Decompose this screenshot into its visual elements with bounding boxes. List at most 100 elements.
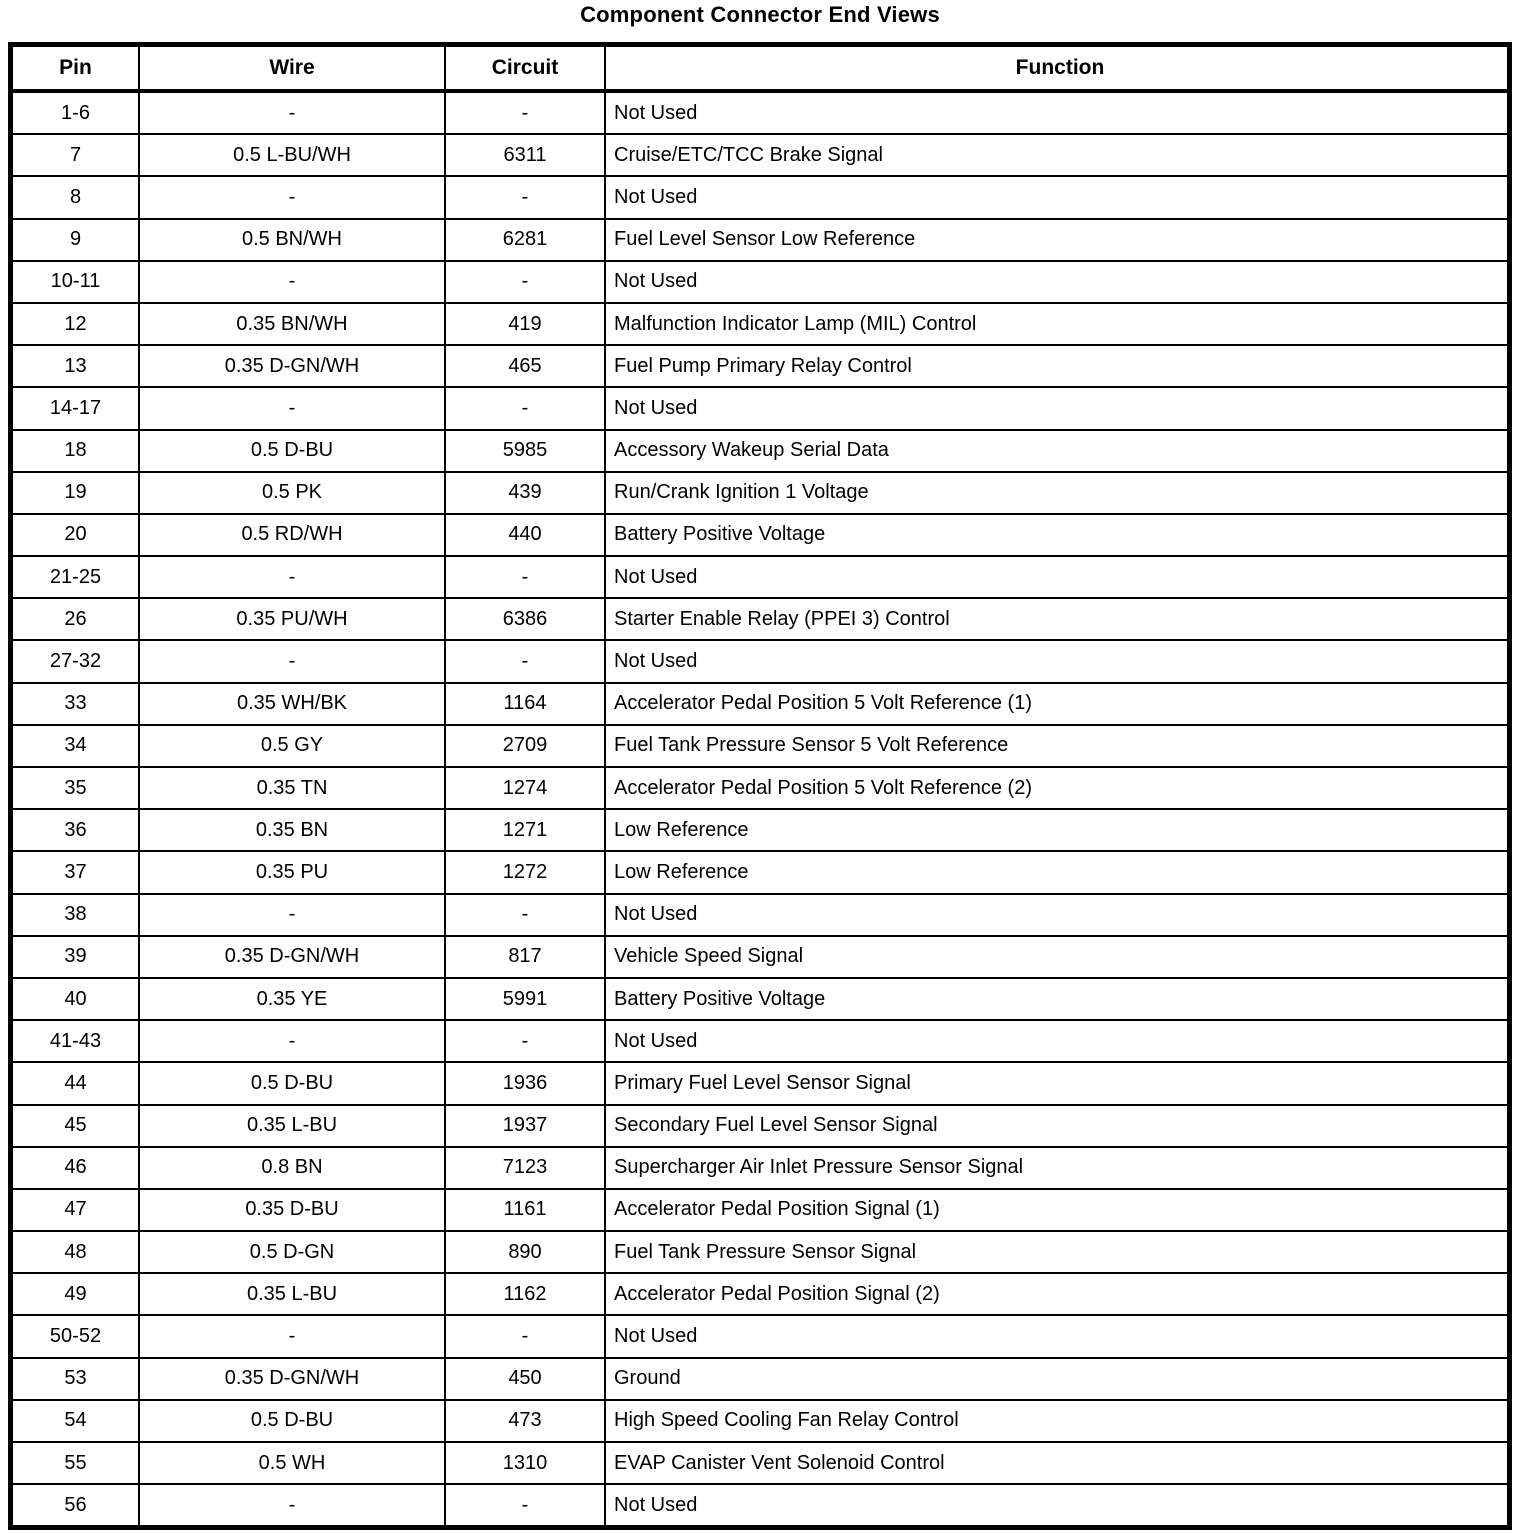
function-cell: Run/Crank Ignition 1 Voltage	[604, 470, 1511, 515]
table-row: 40 0.35 YE 5991 Battery Positive Voltage	[9, 976, 1511, 1022]
pin-cell: 56	[9, 1483, 140, 1529]
circuit-cell: -	[444, 259, 606, 304]
table-row: 45 0.35 L-BU 1937 Secondary Fuel Level Sens…	[9, 1103, 1511, 1148]
table-row: 20 0.5 RD/WH 440 Battery Positive Voltage	[9, 512, 1511, 558]
wire-cell: 0.35 YE	[138, 976, 446, 1022]
table-header: Pin Wire Circuit Function	[9, 43, 1511, 93]
pin-cell: 10-11	[9, 259, 140, 304]
wire-cell: 0.5 L-BU/WH	[138, 133, 446, 178]
function-cell: Accelerator Pedal Position 5 Volt Refere…	[604, 765, 1511, 811]
table-row: 44 0.5 D-BU 1936 Primary Fuel Level Sensor …	[9, 1061, 1511, 1106]
pin-cell: 8	[9, 175, 140, 220]
circuit-cell: 1271	[444, 808, 606, 853]
function-cell: Ground	[604, 1356, 1511, 1401]
wire-cell: -	[138, 1314, 446, 1359]
table-row: 53 0.35 D-GN/WH 450 Ground	[9, 1356, 1511, 1401]
function-cell: Not Used	[604, 89, 1511, 136]
wire-cell: -	[138, 89, 446, 136]
wire-cell: 0.35 L-BU	[138, 1272, 446, 1317]
pin-cell: 41-43	[9, 1019, 140, 1064]
circuit-cell: -	[444, 1019, 606, 1064]
circuit-cell: 6281	[444, 217, 606, 262]
circuit-cell: -	[444, 1483, 606, 1529]
table-row: 35 0.35 TN 1274 Accelerator Pedal Position …	[9, 765, 1511, 811]
table-row: 50-52- - Not Used	[9, 1314, 1511, 1359]
wire-cell: 0.5 GY	[138, 723, 446, 769]
function-cell: High Speed Cooling Fan Relay Control	[604, 1398, 1511, 1444]
table-row: 34 0.5 GY 2709 Fuel Tank Pressure Sensor 5 …	[9, 723, 1511, 769]
circuit-cell: 5985	[444, 428, 606, 473]
table-row: 48 0.5 D-GN 890 Fuel Tank Pressure Sensor S…	[9, 1230, 1511, 1275]
table-row: 27-32- - Not Used	[9, 639, 1511, 684]
function-cell: Not Used	[604, 1314, 1511, 1359]
table-row: 21-25- - Not Used	[9, 555, 1511, 600]
pin-cell: 39	[9, 934, 140, 979]
pin-cell: 44	[9, 1061, 140, 1106]
column-header-function: Function	[604, 43, 1511, 93]
function-cell: Not Used	[604, 386, 1511, 431]
circuit-cell: 465	[444, 344, 606, 389]
wire-cell: -	[138, 175, 446, 220]
pin-cell: 26	[9, 597, 140, 642]
table-row: 18 0.5 D-BU 5985 Accessory Wakeup Serial Da…	[9, 428, 1511, 473]
wire-cell: 0.35 BN/WH	[138, 301, 446, 347]
circuit-cell: 473	[444, 1398, 606, 1444]
column-header-wire: Wire	[138, 43, 446, 93]
wire-cell: -	[138, 639, 446, 684]
table-row: 46 0.8 BN 7123 Supercharger Air Inlet Press…	[9, 1145, 1511, 1190]
table-row: 36 0.35 BN 1271 Low Reference	[9, 808, 1511, 853]
table-row: 19 0.5 PK 439 Run/Crank Ignition 1 Voltage	[9, 470, 1511, 515]
table-row: 55 0.5 WH 1310 EVAP Canister Vent Solenoid …	[9, 1440, 1511, 1486]
pin-cell: 20	[9, 512, 140, 558]
table-row: 12 0.35 BN/WH 419 Malfunction Indicator Lam…	[9, 301, 1511, 347]
circuit-cell: 419	[444, 301, 606, 347]
table-row: 10-11- - Not Used	[9, 259, 1511, 304]
function-cell: Not Used	[604, 1483, 1511, 1529]
page-title: Component Connector End Views	[580, 2, 940, 27]
wire-cell: 0.35 TN	[138, 765, 446, 811]
wire-cell: 0.35 D-GN/WH	[138, 1356, 446, 1401]
pin-cell: 13	[9, 344, 140, 389]
pin-cell: 45	[9, 1103, 140, 1148]
circuit-cell: 817	[444, 934, 606, 979]
circuit-cell: 2709	[444, 723, 606, 769]
circuit-cell: 1164	[444, 681, 606, 726]
circuit-cell: -	[444, 89, 606, 136]
wire-cell: 0.5 WH	[138, 1440, 446, 1486]
function-cell: Not Used	[604, 892, 1511, 937]
pin-cell: 55	[9, 1440, 140, 1486]
pin-cell: 50-52	[9, 1314, 140, 1359]
pin-cell: 7	[9, 133, 140, 178]
pin-cell: 53	[9, 1356, 140, 1401]
table-row: 8- - Not Used	[9, 175, 1511, 220]
pin-cell: 35	[9, 765, 140, 811]
circuit-cell: 5991	[444, 976, 606, 1022]
table-row: 1-6- - Not Used	[9, 89, 1511, 136]
pin-cell: 21-25	[9, 555, 140, 600]
wire-cell: -	[138, 1019, 446, 1064]
wire-cell: 0.35 D-GN/WH	[138, 344, 446, 389]
table-row: 38- - Not Used	[9, 892, 1511, 937]
pin-cell: 46	[9, 1145, 140, 1190]
function-cell: Primary Fuel Level Sensor Signal	[604, 1061, 1511, 1106]
pin-cell: 38	[9, 892, 140, 937]
circuit-cell: -	[444, 555, 606, 600]
wire-cell: -	[138, 259, 446, 304]
circuit-cell: 1936	[444, 1061, 606, 1106]
table-row: 37 0.35 PU 1272 Low Reference	[9, 850, 1511, 895]
pin-cell: 33	[9, 681, 140, 726]
table-row: 14-17- - Not Used	[9, 386, 1511, 431]
column-header-pin: Pin	[9, 43, 140, 93]
wire-cell: -	[138, 1483, 446, 1529]
pin-cell: 40	[9, 976, 140, 1022]
function-cell: Vehicle Speed Signal	[604, 934, 1511, 979]
circuit-cell: -	[444, 639, 606, 684]
pin-cell: 12	[9, 301, 140, 347]
pin-cell: 18	[9, 428, 140, 473]
wire-cell: 0.5 D-BU	[138, 1061, 446, 1106]
circuit-cell: -	[444, 386, 606, 431]
pin-cell: 34	[9, 723, 140, 769]
wire-cell: 0.35 BN	[138, 808, 446, 853]
function-cell: Low Reference	[604, 850, 1511, 895]
header-row: Pin Wire Circuit Function	[9, 43, 1511, 93]
